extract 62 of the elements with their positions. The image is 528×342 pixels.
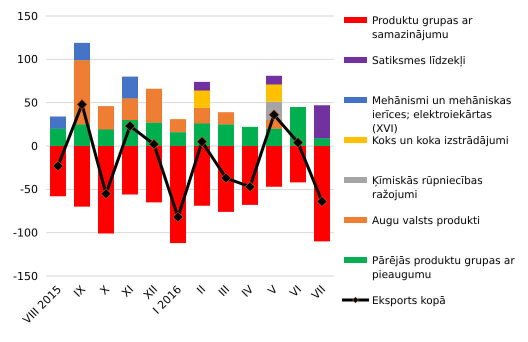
bar [122,98,138,120]
bar [218,112,234,124]
point [316,196,328,207]
bar [194,146,210,206]
point [220,172,232,184]
bar [170,132,186,146]
bar [314,138,330,146]
legend-label: Mehānismi un mehāniskas ierīces; elektroiekārtas (XVI) [372,94,512,136]
point [52,160,64,172]
bar [194,90,210,108]
y-tick-label: 0 [31,140,38,153]
x-tick-label: II [194,282,208,297]
x-tick-label: VII [309,282,328,302]
bar [194,82,210,91]
bar [98,130,114,146]
legend-label: Augu valsts produkti [372,214,480,228]
point [124,120,136,132]
x-tick-label: X [98,282,112,298]
legend-label: Eksports kopā [372,294,446,308]
bar [170,119,186,132]
bar [122,146,138,195]
bar [50,128,66,146]
bar [98,106,114,130]
legend-label: Ķīmiskās rūpniecības ražojumi [372,174,484,202]
y-tick-label: 100 [17,53,38,66]
x-tick-label: IV [239,282,256,300]
bar [74,146,90,207]
x-tick-label: VI [287,282,304,300]
y-tick-label: -150 [13,270,38,283]
y-tick-label: -50 [20,183,38,196]
bar [314,105,330,138]
point [292,137,304,148]
y-tick-label: -100 [13,226,38,240]
legend-label: Pārējās produktu grupas ar pieaugumu [372,254,516,282]
bar [146,88,162,123]
bar [314,146,330,242]
bar [266,76,282,84]
bar [122,76,138,98]
bar [50,116,66,129]
bar [266,146,282,187]
legend-label: Koks un koka izstrādājumi [372,134,509,148]
legend-label: Satiksmes līdzekļi [372,54,466,68]
bar [218,124,234,146]
x-tick-label: III [216,282,232,300]
legend-label: Produktu grupas ar samazinājumu [372,14,474,42]
x-tick-label: IX [71,282,88,300]
y-tick-label: 150 [17,10,38,23]
point [196,136,208,147]
point [76,99,88,110]
point [244,181,256,192]
bar [146,146,162,202]
point [172,212,184,222]
x-tick-label: XI [119,282,136,300]
y-tick-label: 50 [24,96,38,110]
bar [194,108,210,124]
bar [242,126,258,146]
x-tick-label: V [266,282,280,298]
bar [290,146,306,182]
point [100,188,112,199]
bar [74,42,90,60]
bar [266,84,282,102]
point [148,138,160,150]
